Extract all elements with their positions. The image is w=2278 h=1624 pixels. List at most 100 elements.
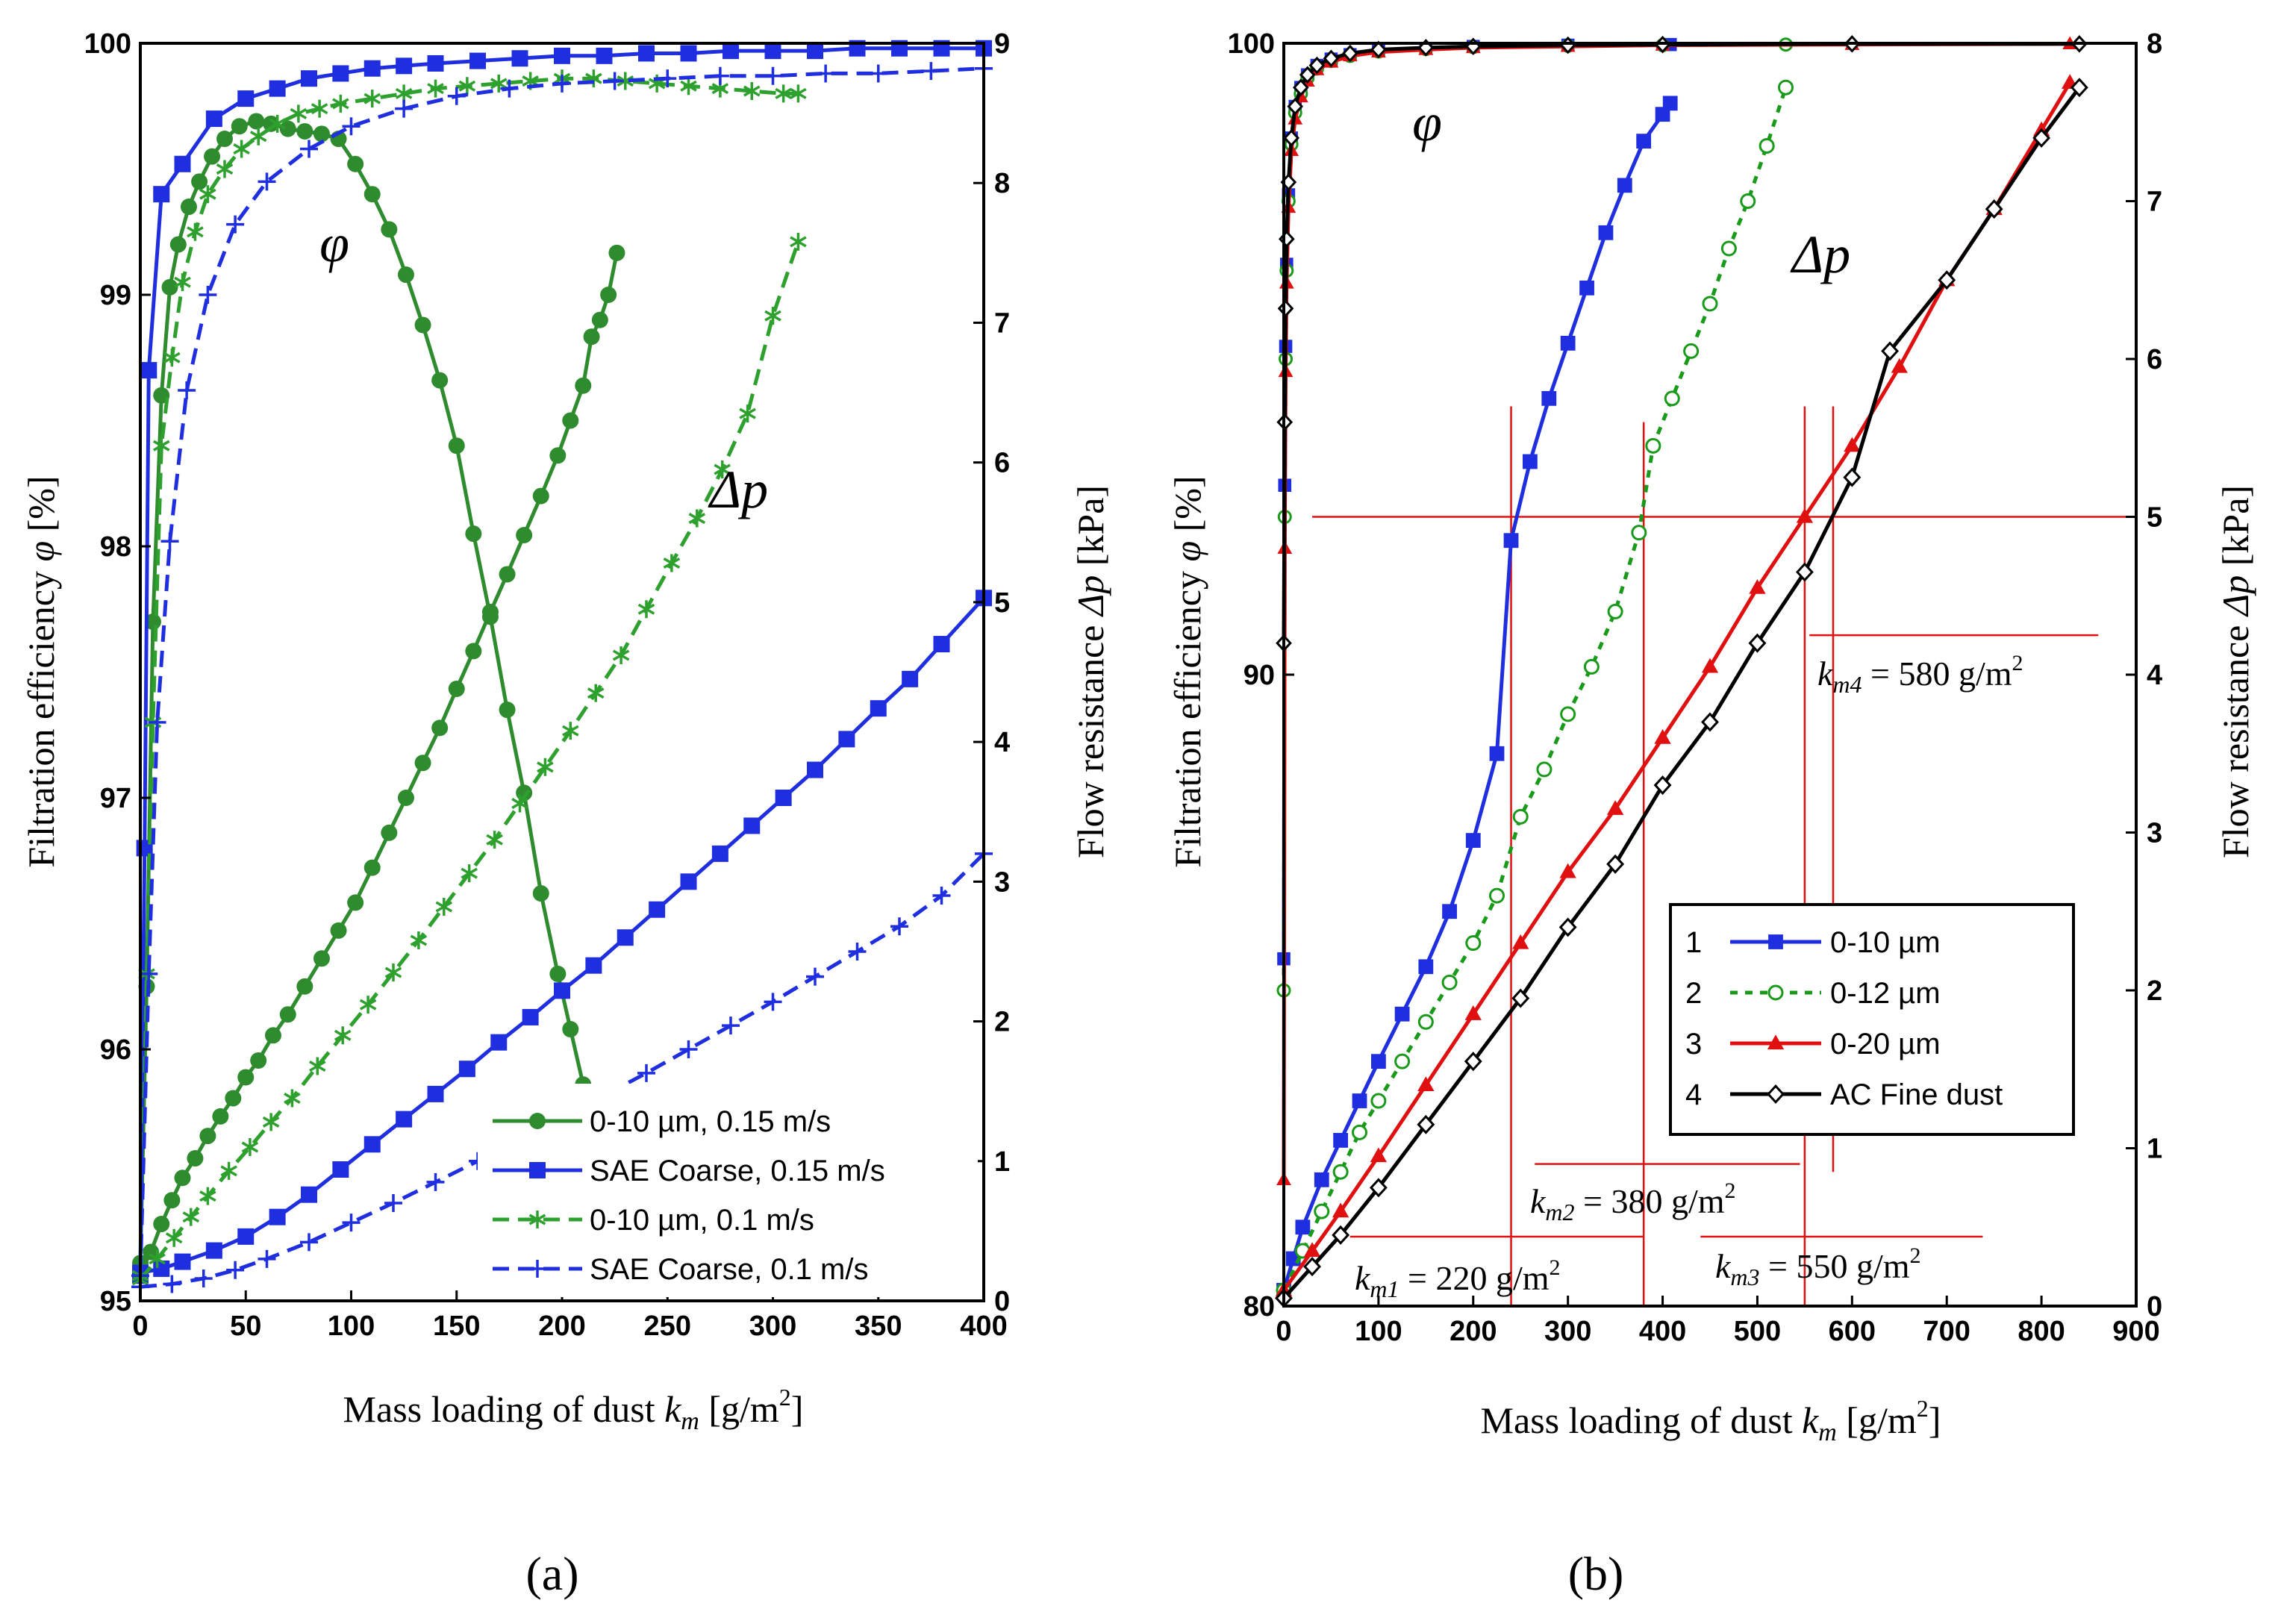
panel-a-series-6-point bbox=[342, 117, 361, 136]
panel-a-series-0-point bbox=[313, 125, 330, 143]
panel-b-legend-label: 0-10 µm bbox=[1830, 926, 1941, 959]
panel-a-series-5-point bbox=[435, 898, 453, 916]
panel-b-legend: 1 0-10 µm 2 0-12 µm 3 0-20 µm 4 AC Fine dust bbox=[1669, 903, 2075, 1136]
panel-b-series-1-dp-point bbox=[1560, 335, 1576, 351]
panel-b-series-2-dp-point bbox=[1583, 658, 1600, 675]
panel-a-legend-label: SAE Coarse, 0.1 m/s bbox=[590, 1253, 868, 1286]
panel-a-series-1-point bbox=[313, 950, 330, 967]
panel-a-right-tick-label: 1 bbox=[994, 1146, 1010, 1178]
panel-a-series-5-point bbox=[714, 460, 731, 479]
panel-a-series-0-point bbox=[363, 186, 381, 203]
panel-a-series-0-point bbox=[231, 118, 248, 135]
panel-a-series-1-point bbox=[448, 680, 465, 697]
panel-b-series-1-dp-point bbox=[1442, 904, 1457, 919]
panel-a-series-1-point bbox=[549, 447, 567, 464]
panel-a-series-0-point bbox=[448, 437, 465, 455]
panel-a-series-4-point bbox=[490, 74, 508, 93]
panel-a-legend-marker bbox=[528, 1211, 546, 1228]
panel-a-series-3-point bbox=[554, 982, 570, 999]
panel-b-series-1-dp-point bbox=[1465, 833, 1481, 848]
panel-a-series-5-point bbox=[663, 554, 681, 572]
panel-a-series-1-point bbox=[225, 1090, 242, 1107]
panel-a-legend: 0-10 µm, 0.15 m/s SAE Coarse, 0.15 m/s 0-1… bbox=[478, 1084, 978, 1297]
panel-b-series-2-dp-point bbox=[1536, 761, 1553, 778]
panel-a-series-5-line bbox=[139, 241, 800, 1281]
panel-b-legend-marker bbox=[1767, 984, 1784, 1001]
panel-a-x-tick-label: 350 bbox=[855, 1311, 902, 1342]
panel-b-series-2-dp-point bbox=[1441, 974, 1458, 990]
panel-b-series-3-dp-point bbox=[1464, 1005, 1482, 1020]
panel-a-series-4-line bbox=[138, 76, 799, 1276]
panel-a-series-2-point bbox=[174, 155, 191, 172]
panel-b-x-tick-label: 400 bbox=[1639, 1316, 1686, 1347]
panel-a-series-1-point bbox=[363, 859, 381, 876]
panel-a-series-6-point bbox=[605, 72, 624, 90]
panel-a-right-ticks: 0 1 2 3 4 5 6 7 8 9 bbox=[973, 28, 1010, 1317]
panel-b-series-2-dp-point bbox=[1664, 390, 1680, 407]
panel-a-series-2-point bbox=[427, 54, 444, 72]
panel-a-series-4-point bbox=[311, 99, 328, 118]
panel-a-series-4-point bbox=[458, 77, 476, 96]
panel-a-series-2-point bbox=[153, 186, 170, 203]
panel-a-series-7-point bbox=[679, 1040, 698, 1058]
panel-b-phi-label: φ bbox=[1412, 93, 1442, 152]
panel-a-series-3-point bbox=[933, 636, 950, 653]
panel-a-series-3-point bbox=[807, 761, 823, 778]
panel-a-x-tick-label: 300 bbox=[749, 1311, 796, 1342]
panel-b-series-1-dp-point bbox=[1489, 746, 1505, 761]
panel-b-legend-number: 3 bbox=[1685, 1028, 1702, 1061]
panel-a-series-2-point bbox=[511, 50, 528, 67]
panel-b-legend-number: 2 bbox=[1685, 977, 1702, 1010]
panel-a-series-5-point bbox=[384, 964, 402, 982]
panel-a-series-5-point bbox=[410, 931, 428, 949]
panel-a-series-1-point bbox=[187, 1150, 204, 1167]
panel-a-series-0-point bbox=[204, 148, 221, 165]
panel-a-legend-label: 0-10 µm, 0.1 m/s bbox=[590, 1204, 814, 1237]
panel-a-series-3-point bbox=[870, 700, 887, 717]
panel-a-series-7-point bbox=[722, 1016, 740, 1035]
panel-a-series-2-point bbox=[237, 90, 255, 107]
panel-b-series-1-dp-point bbox=[1394, 1006, 1410, 1022]
panel-a-left-ticks: 95 96 97 98 99 100 bbox=[84, 28, 151, 1317]
panel-a-series-5-point bbox=[537, 758, 554, 776]
panel-a-series-2-point bbox=[205, 110, 222, 128]
panel-a-series-2-point bbox=[269, 80, 286, 97]
panel-b-legend-marker bbox=[1767, 1034, 1785, 1050]
panel-a-series-1-point bbox=[163, 1192, 181, 1209]
panel-a-series-3-point bbox=[205, 1242, 222, 1259]
panel-a-series-3-point bbox=[269, 1208, 286, 1225]
panel-a-legend-label: 0-10 µm, 0.15 m/s bbox=[590, 1105, 831, 1138]
panel-b-series-2-dp-point bbox=[1417, 1014, 1434, 1030]
panel-b-series-4-efficiency-point bbox=[1287, 97, 1304, 116]
panel-a-series-3-point bbox=[396, 1111, 413, 1128]
panel-a-series-4-point bbox=[152, 437, 170, 455]
panel-a-series-1-point bbox=[532, 487, 549, 505]
panel-a-series-5-point bbox=[511, 794, 528, 813]
panel-a-phi-label: φ bbox=[319, 213, 349, 273]
panel-b-series-4-dp-point bbox=[1369, 1178, 1388, 1198]
panel-b-series-3-dp-point bbox=[1749, 578, 1766, 594]
panel-a-series-5-point bbox=[182, 1208, 200, 1226]
panel-a-series-1-point bbox=[414, 755, 431, 772]
panel-a-series-6-point bbox=[258, 172, 276, 191]
panel-a-series-6-point bbox=[922, 62, 940, 81]
panel-a-series-5-point bbox=[764, 307, 781, 325]
panel-a-x-axis-title: Mass loading of dust km [g/m2] bbox=[343, 1384, 804, 1435]
panel-b-right-axis-title: Flow resistance Δp [kPa] bbox=[2215, 485, 2256, 858]
panel-a-series-0-point bbox=[414, 316, 431, 334]
panel-a-series-3-point bbox=[775, 790, 792, 806]
panel-a-right-tick-label: 3 bbox=[994, 866, 1010, 898]
panel-b-legend-marker bbox=[1767, 1084, 1785, 1105]
panel-a-series-0-point bbox=[499, 702, 516, 719]
panel-a-legend-label: SAE Coarse, 0.15 m/s bbox=[590, 1155, 885, 1187]
panel-b-legend-marker bbox=[1768, 934, 1783, 949]
panel-a-right-tick-label: 8 bbox=[994, 168, 1010, 199]
panel-b-right-tick-label: 6 bbox=[2147, 344, 2162, 375]
panel-a-series-1-point bbox=[583, 328, 600, 346]
panel-a-series-1-point bbox=[431, 719, 449, 737]
panel-a-series-4-point bbox=[775, 84, 792, 103]
panel-a-series-3-point bbox=[332, 1161, 349, 1178]
panel-a-series-2-point bbox=[554, 47, 570, 64]
panel-a-series-1-point bbox=[381, 824, 398, 841]
panel-a-series-2-point bbox=[140, 362, 157, 379]
